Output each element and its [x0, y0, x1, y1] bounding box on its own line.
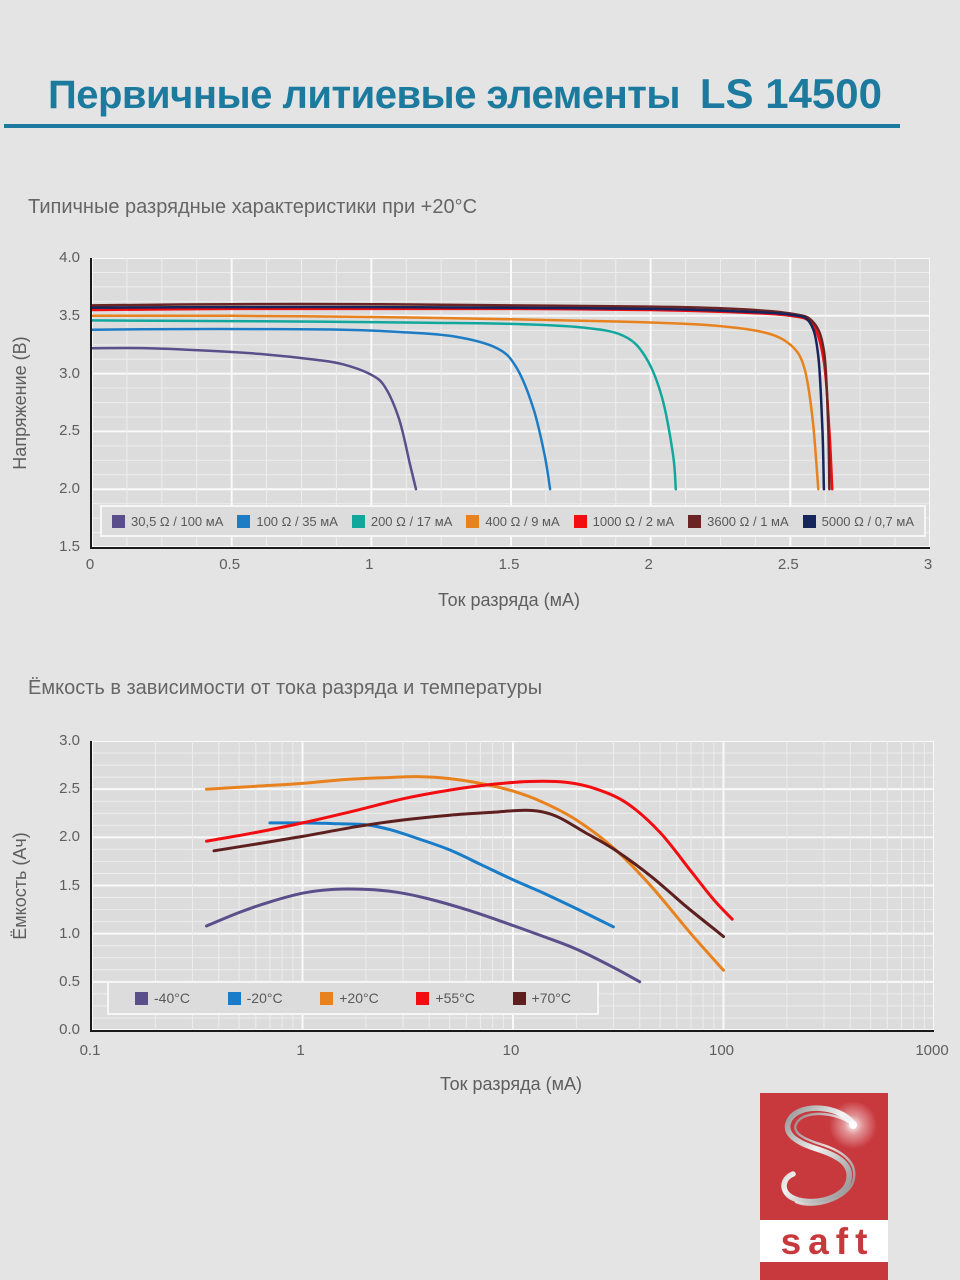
legend-item: 3600 Ω / 1 мА — [688, 514, 789, 529]
x-tick-label: 10 — [502, 1042, 520, 1059]
legend-swatch — [112, 514, 125, 528]
legend-swatch — [320, 991, 334, 1005]
y-tick-label: 2.0 — [59, 480, 80, 498]
x-tick-label: 2 — [644, 556, 653, 573]
y-tick-label: 3.0 — [59, 732, 80, 749]
y-tick-label: 1.5 — [59, 538, 80, 555]
voltage-axis-label: Напряжение (В) — [10, 336, 30, 470]
legend-label: 200 Ω / 17 мА — [370, 513, 453, 529]
legend-label: -20°C — [246, 990, 283, 1006]
x-tick-label: 3 — [923, 556, 933, 573]
legend-swatch — [416, 991, 430, 1005]
capacity-legend: -40°C -20°C +20°C +55°C +70°C — [107, 981, 599, 1015]
series-line — [205, 887, 642, 984]
legend-item: -40°C — [135, 990, 190, 1006]
discharge-legend: 30,5 Ω / 100 мА 100 Ω / 35 мА 200 Ω / 17 м… — [100, 505, 926, 537]
x-tick-label: 1.5 — [498, 556, 520, 573]
legend-item: 200 Ω / 17 мА — [351, 513, 453, 529]
legend-swatch — [351, 514, 365, 528]
y-tick-label: 0.0 — [59, 1021, 80, 1038]
y-tick-label: 2.5 — [59, 422, 80, 440]
y-tick-label: 3.5 — [59, 306, 80, 324]
legend-label: 400 Ω / 9 мА — [485, 513, 560, 529]
y-tick-label: 1.5 — [59, 876, 80, 894]
saft-logo: saft — [760, 1093, 888, 1280]
legend-item: +20°C — [320, 990, 379, 1006]
y-tick-label: 4.0 — [59, 249, 80, 266]
legend-label: 100 Ω / 35 мА — [256, 513, 338, 529]
logo-s-ribbon — [781, 1105, 856, 1205]
legend-swatch — [512, 991, 526, 1005]
series-line — [92, 302, 831, 491]
series-line — [212, 808, 725, 939]
legend-label: 30,5 Ω / 100 мА — [131, 513, 224, 529]
series-line — [92, 327, 552, 491]
legend-swatch — [688, 514, 702, 528]
page-title: Первичные литиевые элементы — [48, 73, 681, 117]
legend-item: 400 Ω / 9 мА — [466, 513, 560, 529]
logo-s-ribbon-echo — [794, 1112, 857, 1206]
series-line — [205, 775, 725, 972]
y-tick-label: 2.5 — [59, 780, 80, 798]
capacity-x-axis-label: Ток разряда (мА) — [440, 1074, 582, 1094]
y-tick-label: 2.0 — [59, 828, 80, 846]
page-header: Первичные литиевые элементы LS 14500 — [48, 70, 882, 118]
series-line — [92, 314, 820, 491]
y-tick-label: 1.0 — [59, 924, 80, 942]
series-line — [205, 779, 734, 921]
series-line — [92, 346, 418, 491]
header-divider — [4, 124, 900, 128]
legend-item: 5000 Ω / 0,7 мА — [802, 513, 914, 529]
series-line — [268, 821, 615, 929]
x-tick-label: 100 — [708, 1042, 735, 1059]
series-line — [92, 319, 678, 491]
legend-label: 1000 Ω / 2 мА — [592, 513, 675, 529]
x-tick-label: 1000 — [915, 1042, 949, 1059]
legend-swatch — [237, 514, 251, 528]
logo-glow-core — [849, 1121, 857, 1129]
saft-logo-swirl — [781, 1101, 877, 1206]
saft-logo-band: saft — [760, 1220, 888, 1262]
model-number: LS 14500 — [699, 70, 882, 117]
legend-label: -40°C — [154, 990, 190, 1006]
discharge-x-axis-label: Ток разряда (мА) — [438, 590, 580, 610]
legend-item: +55°C — [416, 990, 475, 1006]
series-line — [92, 305, 826, 491]
x-tick-label: 0 — [85, 556, 95, 573]
legend-label: +70°C — [531, 990, 571, 1006]
x-tick-label: 1 — [365, 556, 374, 573]
x-tick-label: 1 — [296, 1042, 305, 1059]
legend-item: +70°C — [512, 990, 571, 1006]
legend-item: 1000 Ω / 2 мА — [573, 513, 675, 529]
legend-item: 30,5 Ω / 100 мА — [112, 514, 223, 529]
saft-logo-text: saft — [780, 1220, 875, 1262]
x-tick-label: 0.5 — [219, 556, 241, 573]
legend-swatch — [227, 991, 241, 1005]
legend-item: 100 Ω / 35 мА — [237, 514, 338, 529]
x-tick-label: 2.5 — [777, 556, 799, 573]
legend-swatch — [802, 514, 816, 528]
legend-label: +20°C — [339, 990, 379, 1006]
y-tick-label: 0.5 — [59, 972, 80, 990]
legend-label: +55°C — [435, 990, 475, 1006]
legend-swatch — [573, 514, 587, 528]
legend-swatch — [466, 514, 480, 528]
y-tick-label: 3.0 — [59, 364, 80, 382]
series-line — [92, 307, 834, 491]
legend-swatch — [135, 991, 148, 1005]
capacity-chart-title: Ёмкость в зависимости от тока разряда и … — [28, 677, 543, 699]
legend-label: 3600 Ω / 1 мА — [707, 513, 789, 529]
x-tick-label: 0.1 — [79, 1042, 101, 1059]
legend-label: 5000 Ω / 0,7 мА — [821, 513, 914, 529]
legend-item: -20°C — [227, 990, 283, 1006]
discharge-plot-area — [90, 258, 930, 549]
discharge-chart-title: Типичные разрядные характеристики при +2… — [28, 196, 478, 218]
